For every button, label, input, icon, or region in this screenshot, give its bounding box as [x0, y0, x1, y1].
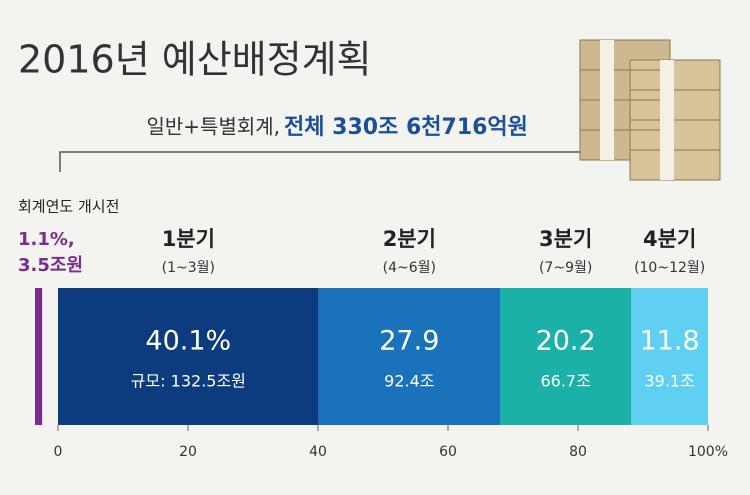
x-tick-label: 0	[54, 444, 63, 460]
bar-segment	[318, 288, 500, 425]
period-label: (1~3월)	[162, 260, 215, 276]
subtitle: 일반+특별회계,	[146, 115, 280, 139]
legend-label: 4분기	[643, 227, 696, 251]
x-tick-label: 80	[569, 444, 587, 460]
amount-label: 66.7조	[540, 372, 590, 391]
value-label: 27.9	[379, 326, 439, 357]
period-label: (7~9월)	[539, 260, 592, 276]
value-label: 20.2	[536, 326, 596, 357]
amount-label: 규모: 132.5조원	[131, 372, 246, 391]
period-label: (4~6월)	[383, 260, 436, 276]
bar-segment	[500, 288, 632, 425]
x-tick-label: 100%	[688, 444, 728, 460]
value-label: 11.8	[640, 326, 700, 357]
legend-label: 1분기	[162, 227, 215, 251]
amount-label: 39.1조	[644, 372, 694, 391]
legend-label: 2분기	[383, 227, 436, 251]
legend-label: 3분기	[539, 227, 592, 251]
x-tick-label: 60	[439, 444, 457, 460]
pre-fiscal-label: 회계연도 개시전	[18, 198, 119, 216]
value-label: 40.1%	[145, 326, 231, 357]
x-tick-label: 20	[179, 444, 197, 460]
pre-fiscal-bar	[35, 288, 43, 425]
bar-segment	[631, 288, 708, 425]
x-tick-label: 40	[309, 444, 327, 460]
pre-fiscal-amount: 3.5조원	[18, 255, 83, 276]
chart-title: 2016년 예산배정계획	[18, 38, 372, 82]
money-illustration	[579, 39, 721, 181]
period-label: (10~12월)	[634, 260, 705, 276]
amount-label: 92.4조	[384, 372, 434, 391]
subtitle-total: 전체 330조 6천716억원	[284, 115, 528, 140]
bar-segment	[58, 288, 319, 425]
pre-fiscal-value: 1.1%,	[18, 229, 75, 250]
